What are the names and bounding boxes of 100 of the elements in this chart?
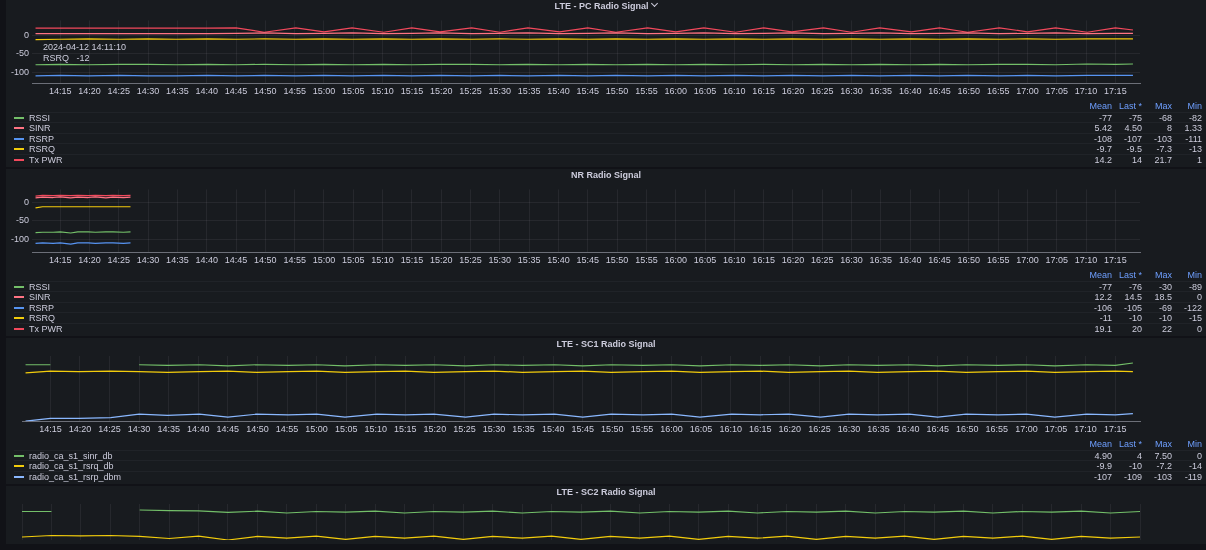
x-tick-label: 16:45 xyxy=(928,86,951,97)
x-tick-label: 14:30 xyxy=(136,86,160,97)
x-tick-label: 14:30 xyxy=(136,255,160,266)
text: Min xyxy=(1186,439,1202,450)
x-tick-label: 16:05 xyxy=(693,255,717,266)
x-tick-label: 15:30 xyxy=(482,424,506,435)
x-tick-label: 16:00 xyxy=(660,424,683,435)
x-tick-label: 14:50 xyxy=(254,86,277,97)
text: 5.42 xyxy=(1093,123,1112,134)
text: 1 xyxy=(1196,154,1202,165)
text: Last * xyxy=(1118,101,1142,112)
x-tick-label: 16:30 xyxy=(840,255,863,266)
text: -111 xyxy=(1184,133,1202,144)
text: Min xyxy=(1186,270,1202,281)
text: 12.2 xyxy=(1093,292,1112,303)
x-tick-label: 14:25 xyxy=(107,86,131,97)
legend-label: RSSI xyxy=(29,112,51,123)
annotation: 2024-04-12 14:11:10 xyxy=(43,41,126,52)
text: -122 xyxy=(1183,302,1202,313)
text: -108 xyxy=(1093,133,1112,144)
x-tick-label: 15:15 xyxy=(400,86,424,97)
x-tick-label: 15:20 xyxy=(429,86,453,97)
text: -77 xyxy=(1098,281,1112,292)
y-tick-label: -50 xyxy=(16,215,30,226)
text: 8 xyxy=(1166,123,1172,134)
x-tick-label: 16:50 xyxy=(955,424,979,435)
x-tick-label: 15:10 xyxy=(371,255,394,266)
text: -119 xyxy=(1183,471,1202,482)
text: -7.2 xyxy=(1155,461,1172,472)
text: -82 xyxy=(1188,112,1202,123)
x-tick-label: 16:00 xyxy=(664,86,687,97)
x-tick-label: 17:10 xyxy=(1074,86,1098,97)
x-tick-label: 14:50 xyxy=(246,424,269,435)
text: -69 xyxy=(1158,302,1172,313)
x-tick-label: 14:25 xyxy=(98,424,121,435)
x-tick-label: 15:40 xyxy=(547,255,570,266)
text: -107 xyxy=(1123,133,1142,144)
x-tick-label: 15:40 xyxy=(541,424,565,435)
x-tick-label: 16:15 xyxy=(752,86,775,97)
x-tick-label: 16:20 xyxy=(778,424,802,435)
x-tick-label: 16:55 xyxy=(985,424,1009,435)
x-tick-label: 14:20 xyxy=(78,255,101,266)
text: Last * xyxy=(1118,270,1142,281)
text: -10 xyxy=(1158,313,1172,324)
text: Max xyxy=(1154,270,1172,281)
x-tick-label: 16:40 xyxy=(898,255,922,266)
x-tick-label: 15:45 xyxy=(576,255,600,266)
text: -30 xyxy=(1158,281,1172,292)
x-tick-label: 14:45 xyxy=(224,255,248,266)
x-tick-label: 14:30 xyxy=(127,424,151,435)
x-tick-label: 14:35 xyxy=(166,86,189,97)
x-tick-label: 15:25 xyxy=(459,255,482,266)
x-tick-label: 14:20 xyxy=(78,86,101,97)
x-tick-label: 15:50 xyxy=(605,255,629,266)
x-tick-label: 17:10 xyxy=(1074,424,1097,435)
text: Last * xyxy=(1118,439,1142,450)
text: 0 xyxy=(1196,292,1202,303)
chart-title: LTE - SC2 Radio Signal xyxy=(556,487,656,497)
x-tick-label: 15:00 xyxy=(312,255,336,266)
x-tick-label: 16:45 xyxy=(926,424,949,435)
legend-label: RSRQ xyxy=(29,313,56,323)
text: -15 xyxy=(1188,313,1202,324)
x-tick-label: 16:40 xyxy=(896,424,920,435)
x-tick-label: 14:40 xyxy=(195,255,218,266)
x-tick-label: 17:00 xyxy=(1016,255,1039,266)
text: -13 xyxy=(1188,144,1202,155)
annotation: RSRQ -12 xyxy=(43,52,90,63)
x-tick-label: 15:40 xyxy=(547,86,570,97)
text: Max xyxy=(1154,101,1172,112)
x-tick-label: 16:35 xyxy=(867,424,890,435)
text: 4.50 xyxy=(1123,123,1142,134)
text: -9.9 xyxy=(1095,461,1112,472)
x-tick-label: 15:25 xyxy=(453,424,476,435)
text: 4.90 xyxy=(1093,450,1112,461)
x-tick-label: 17:10 xyxy=(1074,255,1098,266)
text: -10 xyxy=(1128,461,1142,472)
text: 14.2 xyxy=(1093,154,1112,165)
text: 1.33 xyxy=(1183,123,1202,134)
x-tick-label: 15:55 xyxy=(635,86,658,97)
text: Mean xyxy=(1088,101,1112,112)
legend-label: radio_ca_s1_rsrq_db xyxy=(29,461,115,471)
y-tick-label: -100 xyxy=(11,233,30,244)
text: Min xyxy=(1186,101,1202,112)
x-tick-label: 14:45 xyxy=(216,424,240,435)
x-tick-label: 16:10 xyxy=(723,86,746,97)
text: 19.1 xyxy=(1093,323,1112,334)
legend-label: Tx PWR xyxy=(29,154,64,165)
x-tick-label: 16:00 xyxy=(664,255,687,266)
x-tick-label: 14:15 xyxy=(39,424,62,435)
x-tick-label: 15:25 xyxy=(459,86,482,97)
x-tick-label: 16:30 xyxy=(837,424,861,435)
legend-label: RSRP xyxy=(29,302,55,313)
chart-title: LTE - PC Radio Signal xyxy=(554,1,649,11)
x-tick-label: 16:50 xyxy=(957,86,981,97)
x-tick-label: 16:25 xyxy=(811,86,834,97)
text: -9.5 xyxy=(1125,144,1142,155)
text: 18.5 xyxy=(1153,292,1172,303)
text: -103 xyxy=(1153,133,1172,144)
x-tick-label: 14:45 xyxy=(224,86,248,97)
x-tick-label: 15:05 xyxy=(341,86,365,97)
